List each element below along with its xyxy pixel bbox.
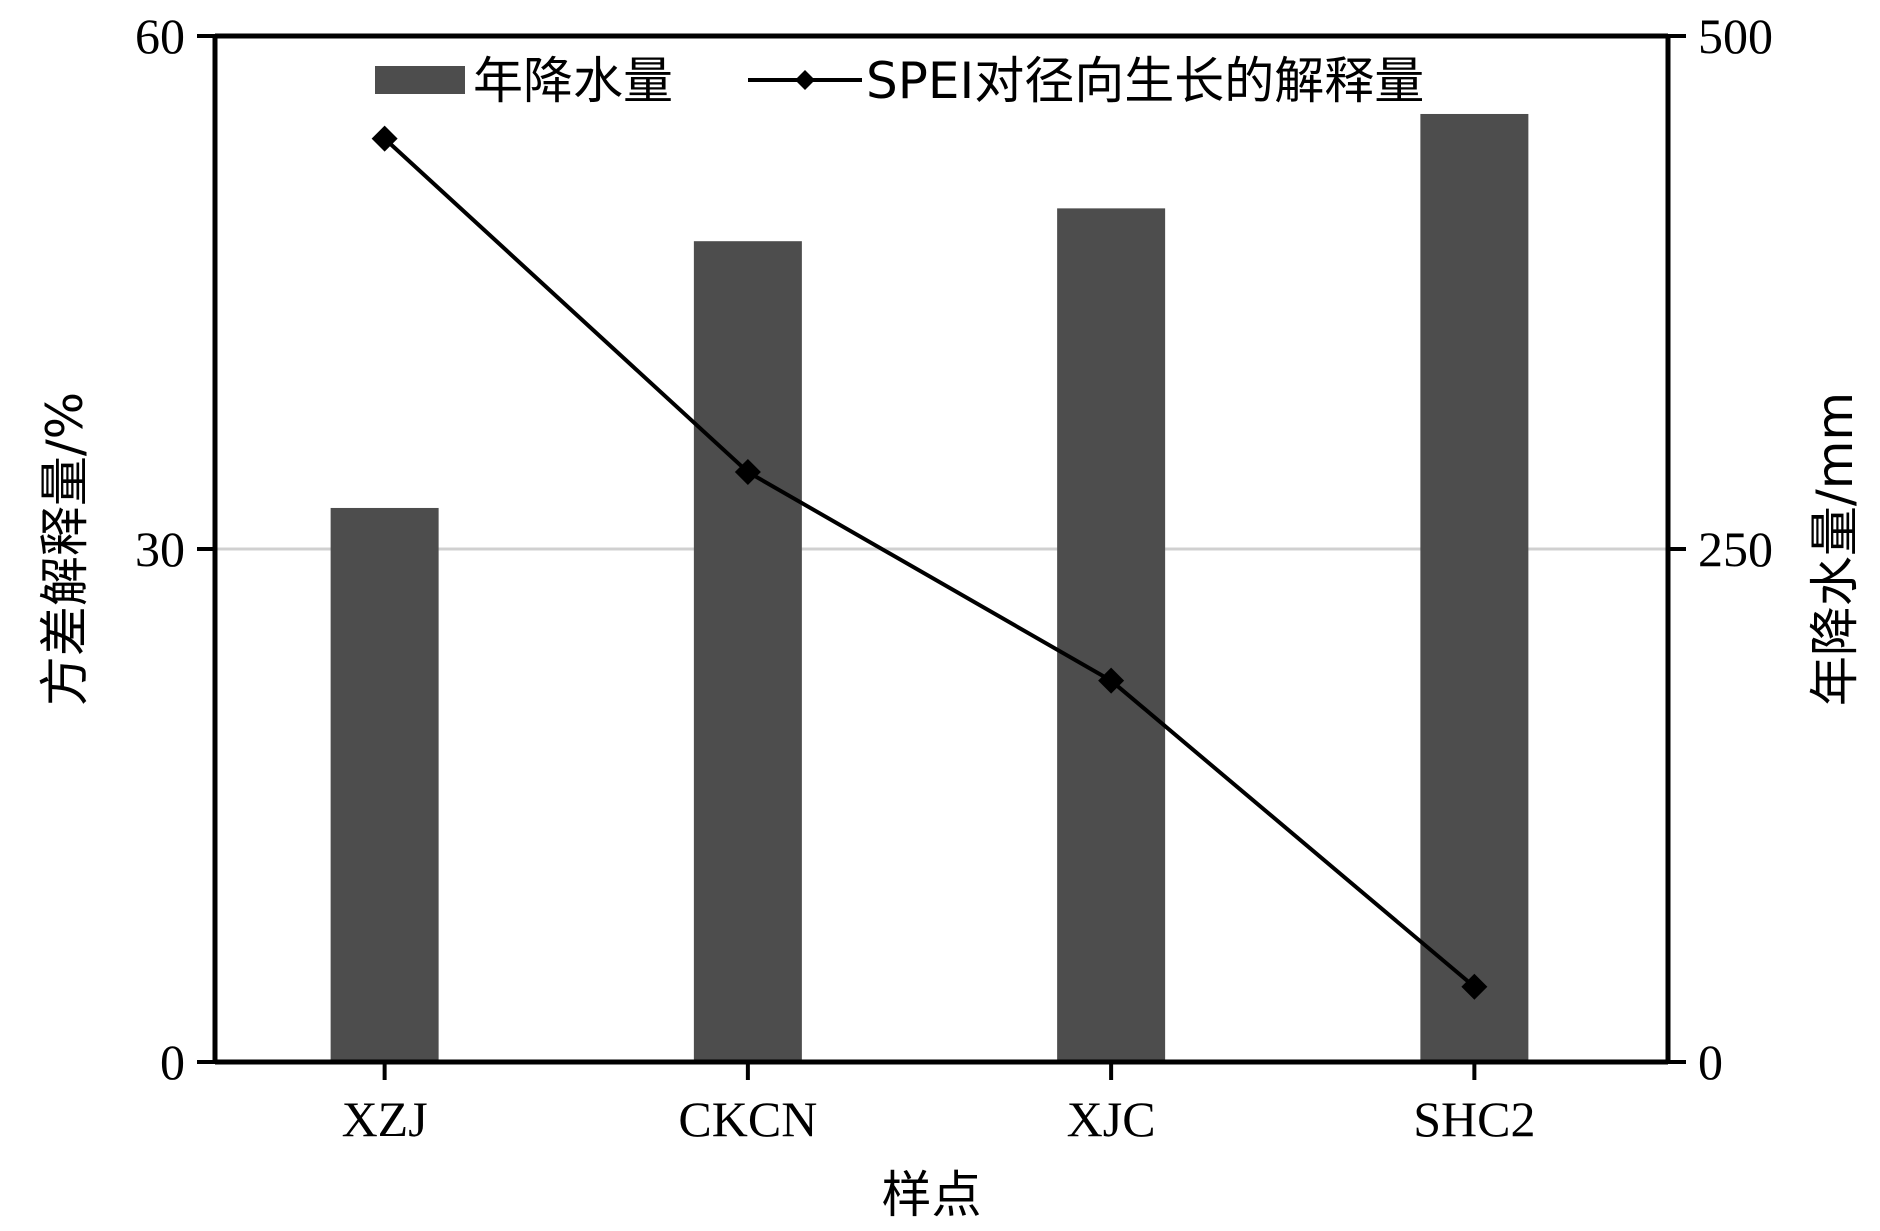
point-xzj [371,125,398,152]
right-axis-title: 年降水量/mm [1806,392,1864,706]
right-ticks: 0 250 500 [1668,8,1773,1090]
bar-xjc [1057,208,1166,1063]
left-tick-label: 30 [135,521,185,577]
bar-ckcn [693,241,802,1062]
point-shc2 [1461,973,1488,1000]
x-tick-label: CKCN [678,1091,817,1147]
left-axis-title: 方差解释量/% [36,392,94,706]
right-tick-label: 500 [1698,8,1773,64]
right-tick-label: 0 [1698,1034,1723,1090]
point-ckcn [734,459,761,486]
legend-diamond-marker-icon [795,70,815,90]
point-xjc [1098,667,1125,694]
legend-line-label: SPEI对径向生长的解释量 [866,52,1424,110]
bar-shc2 [1420,113,1529,1062]
left-ticks: 0 30 60 [135,8,215,1090]
x-tick-label: XZJ [342,1091,428,1147]
x-tick-label: XJC [1067,1091,1156,1147]
x-tick-label: SHC2 [1413,1091,1535,1147]
legend-bar-label: 年降水量 [473,52,673,110]
line-series [371,125,1488,1000]
right-tick-label: 250 [1698,521,1773,577]
legend-bar-swatch [375,66,465,94]
x-axis-title: 样点 [882,1166,982,1224]
left-tick-label: 60 [135,8,185,64]
left-tick-label: 0 [160,1034,185,1090]
legend: 年降水量 SPEI对径向生长的解释量 [375,52,1424,110]
spei-line [383,137,1476,989]
bar-series [330,113,1529,1063]
x-ticks: XZJ CKCN XJC SHC2 [342,1062,1536,1147]
bar-xzj [330,507,439,1063]
